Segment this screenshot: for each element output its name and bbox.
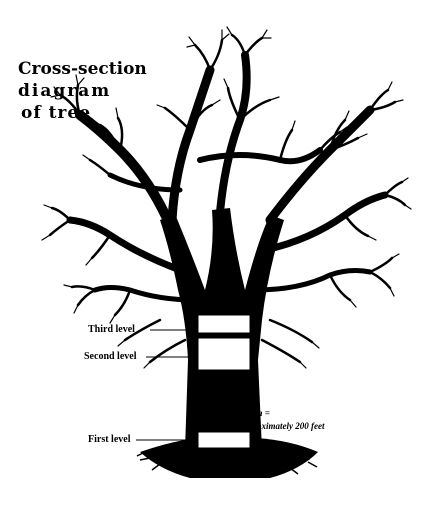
third-level-label: Third level (88, 324, 135, 335)
second-level-window (197, 337, 251, 371)
pointer-lines (136, 329, 198, 441)
diagram-title: Cross-section diagram of tree (18, 58, 147, 124)
pointer-arrows (192, 327, 198, 443)
secondary-branches (48, 33, 407, 364)
root-tufts (136, 451, 318, 475)
title-line-3: of tree (21, 103, 92, 123)
third-level-window (197, 314, 251, 334)
title-line-1: Cross-section (18, 59, 147, 79)
second-level-label: Second level (84, 351, 137, 362)
fine-twigs (41, 26, 412, 369)
scale-line-1: Scale: 1 inch = (214, 408, 270, 418)
scale-line-2: approximately 200 feet (240, 421, 325, 431)
first-level-label: First level (88, 434, 131, 445)
ground-roots (140, 438, 318, 478)
title-line-2: diagram (18, 81, 112, 101)
first-level-window (197, 431, 251, 449)
